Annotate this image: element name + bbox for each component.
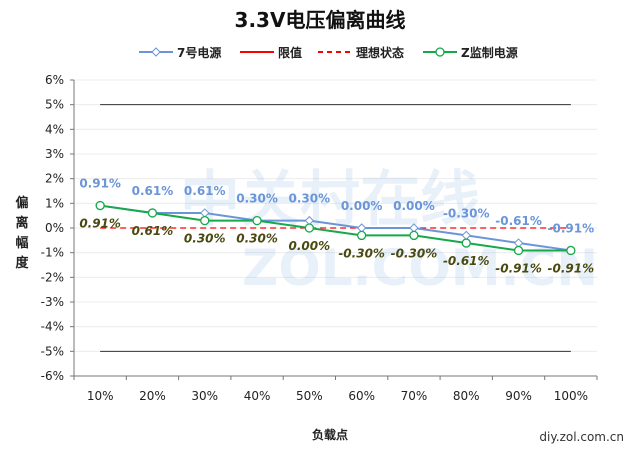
chart-title: 3.3V电压偏离曲线	[235, 8, 406, 32]
data-label-z: -0.91%	[548, 261, 595, 275]
source-label: diy.zol.com.cn	[539, 430, 624, 444]
data-label-z: 0.91%	[79, 217, 121, 231]
y-tick-label: 4%	[45, 122, 64, 136]
data-label-7hao: -0.61%	[495, 214, 542, 228]
y-tick-label: -1%	[41, 246, 64, 260]
data-point-z	[566, 245, 576, 256]
x-tick-label: 10%	[87, 389, 114, 403]
data-label-7hao: 0.30%	[289, 192, 331, 206]
data-label-z: -0.61%	[443, 254, 490, 268]
x-tick-label: 40%	[244, 389, 271, 403]
data-label-7hao: 0.30%	[236, 192, 278, 206]
data-point-z	[409, 230, 419, 241]
data-point-z	[252, 215, 262, 226]
data-point-z	[461, 238, 471, 248]
data-label-z: -0.30%	[391, 246, 438, 260]
data-label-z: -0.30%	[338, 246, 385, 260]
data-point-z	[147, 208, 158, 218]
y-tick-label: -2%	[41, 270, 64, 284]
y-axis-label: 偏离幅度	[15, 196, 29, 271]
y-tick-label: -5%	[41, 344, 64, 358]
data-point-z	[356, 230, 367, 241]
y-tick-label: -6%	[41, 369, 64, 383]
data-label-z: 0.30%	[236, 232, 278, 246]
axes: 6% 5% 4% 3% 2% 1% 0% -1% -2% -3% -4% -5% -6% 10% 20% 30…	[41, 73, 598, 403]
x-tick-label: 70%	[401, 389, 428, 403]
x-tick-label: 50%	[296, 389, 323, 403]
data-label-7hao: 0.61%	[184, 184, 226, 198]
legend-label: 7号电源	[177, 45, 221, 60]
data-label-7hao: -0.30%	[443, 206, 490, 220]
data-label-z: 0.61%	[132, 224, 174, 238]
legend: 7号电源 限值 理想状态 Z监制电源	[139, 45, 518, 60]
y-tick-label: 5%	[45, 98, 64, 112]
data-point-z	[95, 200, 105, 211]
x-tick-label: 100%	[554, 389, 588, 403]
data-label-7hao: 0.91%	[79, 177, 121, 191]
data-point-z	[304, 223, 315, 233]
legend-label: Z监制电源	[461, 45, 518, 60]
legend-marker	[151, 47, 161, 57]
y-tick-label: 2%	[45, 172, 64, 186]
legend-marker	[435, 47, 445, 57]
x-tick-label: 20%	[139, 389, 166, 403]
data-label-z: -0.91%	[495, 261, 542, 275]
data-label-z: 0.00%	[289, 239, 331, 253]
data-point-z	[513, 245, 524, 256]
legend-label: 理想状态	[356, 45, 404, 60]
y-tick-label: -3%	[41, 295, 64, 309]
data-label-7hao: 0.00%	[341, 199, 383, 213]
series: 0.91% 0.61% 0.61% 0.30% 0.30% 0.00% 0.00% -0.30…	[79, 104, 595, 352]
legend-label: 限值	[278, 45, 302, 60]
y-tick-label: -4%	[41, 320, 64, 334]
data-point-z	[200, 215, 210, 226]
y-tick-label: 6%	[45, 73, 64, 87]
x-tick-label: 60%	[348, 389, 375, 403]
y-tick-label: 3%	[45, 147, 64, 161]
x-tick-label: 90%	[505, 389, 532, 403]
y-tick-label: 1%	[45, 196, 64, 210]
x-tick-label: 80%	[453, 389, 480, 403]
svg-text:ZOL.COM.CN: ZOL.COM.CN	[242, 239, 598, 297]
data-label-z: 0.30%	[184, 232, 226, 246]
y-tick-label: 0%	[45, 221, 64, 235]
x-axis-label: 负载点	[312, 427, 348, 442]
data-label-7hao: 0.00%	[393, 199, 435, 213]
series-line-z	[100, 204, 571, 252]
x-tick-label: 30%	[191, 389, 218, 403]
data-label-7hao: -0.91%	[548, 221, 595, 235]
data-label-7hao: 0.61%	[132, 184, 174, 198]
series-line-7hao	[100, 204, 571, 252]
